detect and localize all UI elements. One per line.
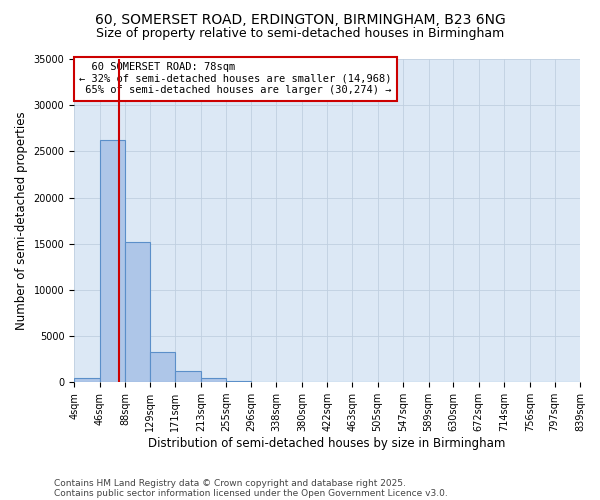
Text: 60 SOMERSET ROAD: 78sqm
← 32% of semi-detached houses are smaller (14,968)
 65% : 60 SOMERSET ROAD: 78sqm ← 32% of semi-de… [79, 62, 392, 96]
Bar [74, 378, 100, 382]
Bar [100, 140, 125, 382]
X-axis label: Distribution of semi-detached houses by size in Birmingham: Distribution of semi-detached houses by … [148, 437, 506, 450]
Text: 60, SOMERSET ROAD, ERDINGTON, BIRMINGHAM, B23 6NG: 60, SOMERSET ROAD, ERDINGTON, BIRMINGHAM… [95, 12, 505, 26]
Text: Contains public sector information licensed under the Open Government Licence v3: Contains public sector information licen… [54, 488, 448, 498]
Bar [150, 352, 175, 382]
Text: Contains HM Land Registry data © Crown copyright and database right 2025.: Contains HM Land Registry data © Crown c… [54, 478, 406, 488]
Bar [125, 242, 150, 382]
Bar [175, 371, 201, 382]
Y-axis label: Number of semi-detached properties: Number of semi-detached properties [15, 112, 28, 330]
Text: Size of property relative to semi-detached houses in Birmingham: Size of property relative to semi-detach… [96, 28, 504, 40]
Bar [201, 378, 226, 382]
